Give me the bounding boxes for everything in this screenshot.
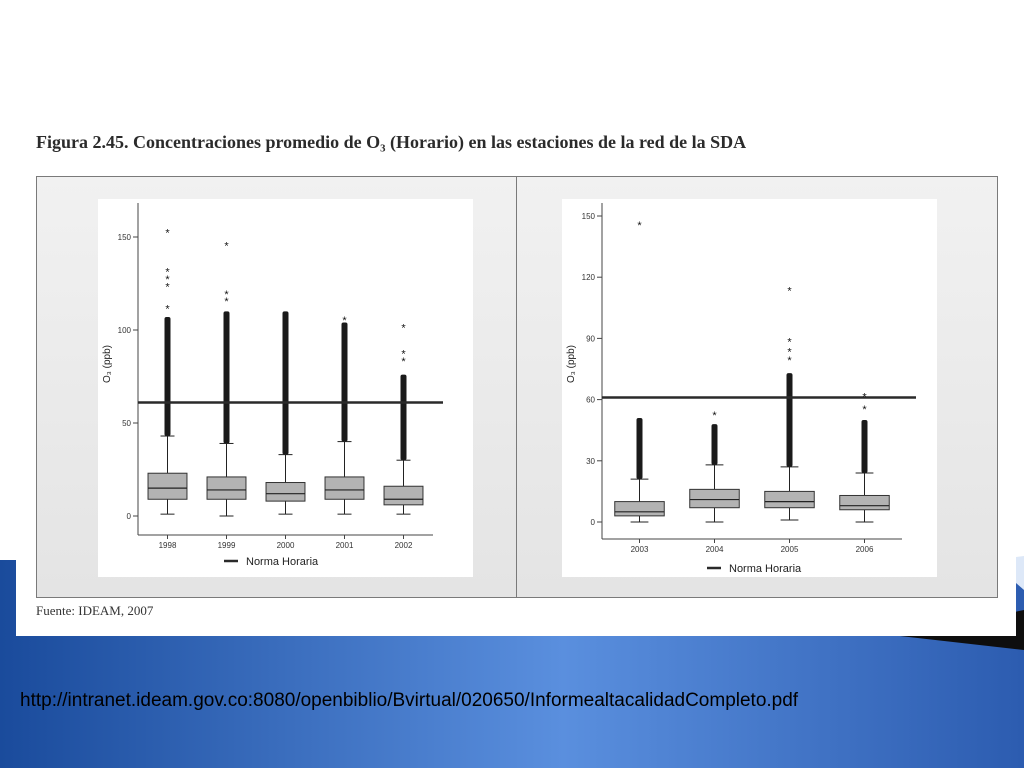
outlier-point: *: [224, 296, 229, 308]
figure-source: Fuente: IDEAM, 2007: [36, 603, 154, 618]
outlier-point: *: [401, 356, 406, 368]
x-tick-label: 2002: [395, 541, 413, 550]
x-tick-label: 1999: [218, 541, 236, 550]
box-iqr: [689, 488, 740, 509]
outlier-band: [341, 322, 348, 442]
y-tick-label: 60: [586, 396, 595, 405]
y-tick-label: 150: [582, 212, 596, 221]
outlier-band: [711, 424, 718, 465]
outlier-point: *: [862, 404, 867, 416]
y-tick-label: 0: [127, 512, 132, 521]
outlier-band: [223, 311, 230, 444]
box-iqr: [147, 472, 188, 500]
y-tick-label: 30: [586, 457, 595, 466]
outlier-band: [636, 417, 643, 480]
outlier-point: *: [712, 410, 717, 422]
box-iqr: [265, 482, 306, 502]
x-tick-label: 1998: [159, 541, 177, 550]
y-tick-label: 0: [591, 518, 596, 527]
outlier-band: [786, 373, 793, 467]
outlier-point: *: [637, 220, 642, 232]
outlier-band: [400, 374, 407, 461]
outlier-band: [282, 311, 289, 455]
x-tick-label: 2005: [781, 545, 799, 554]
outlier-point: *: [165, 281, 170, 293]
box-iqr: [614, 501, 665, 517]
x-tick-label: 2004: [706, 545, 724, 554]
outlier-point: *: [401, 322, 406, 334]
outlier-point: *: [342, 315, 347, 327]
outlier-band: [164, 316, 171, 437]
outlier-point: *: [224, 289, 229, 301]
outlier-band: [861, 420, 868, 474]
box-iqr: [839, 494, 890, 511]
outlier-point: *: [787, 347, 792, 359]
x-tick-label: 2001: [336, 541, 354, 550]
x-tick-label: 2006: [856, 545, 874, 554]
outlier-point: *: [224, 240, 229, 252]
outlier-point: *: [165, 266, 170, 278]
outlier-point: *: [401, 348, 406, 360]
outlier-point: *: [165, 304, 170, 316]
frame-divider: [516, 176, 517, 598]
chart-panel-1998-2002: 0 50 100 150 O₃ (ppb) 1998 * * * * * 1999 * * * 2000 200…: [98, 199, 473, 577]
y-tick-label: 150: [118, 233, 132, 242]
box-iqr: [764, 490, 815, 509]
figure-title: Figura 2.45. Concentraciones promedio de…: [36, 132, 747, 152]
y-axis-label: O₃ (ppb): [102, 345, 113, 383]
box-iqr: [206, 476, 247, 500]
x-tick-label: 2003: [631, 545, 649, 554]
box-iqr: [324, 476, 365, 500]
y-tick-label: 90: [586, 334, 595, 343]
y-tick-label: 50: [122, 419, 131, 428]
outlier-point: *: [787, 336, 792, 348]
outlier-point: *: [787, 355, 792, 367]
box-iqr: [383, 485, 424, 506]
x-tick-label: 2000: [277, 541, 295, 550]
y-tick-label: 120: [582, 273, 596, 282]
outlier-point: *: [165, 227, 170, 239]
y-tick-label: 100: [118, 326, 132, 335]
legend-label: Norma Horaria: [729, 563, 802, 575]
outlier-point: *: [165, 274, 170, 286]
source-link[interactable]: http://intranet.ideam.gov.co:8080/openbi…: [20, 690, 799, 711]
outlier-point: *: [787, 285, 792, 297]
chart-panel-2003-2006: 0 30 60 90 120 150 O₃ (ppb) 2003 * 2004 * 2005 * * * * 2…: [562, 199, 937, 577]
legend-label: Norma Horaria: [246, 556, 319, 568]
y-axis-label: O₃ (ppb): [566, 345, 577, 383]
